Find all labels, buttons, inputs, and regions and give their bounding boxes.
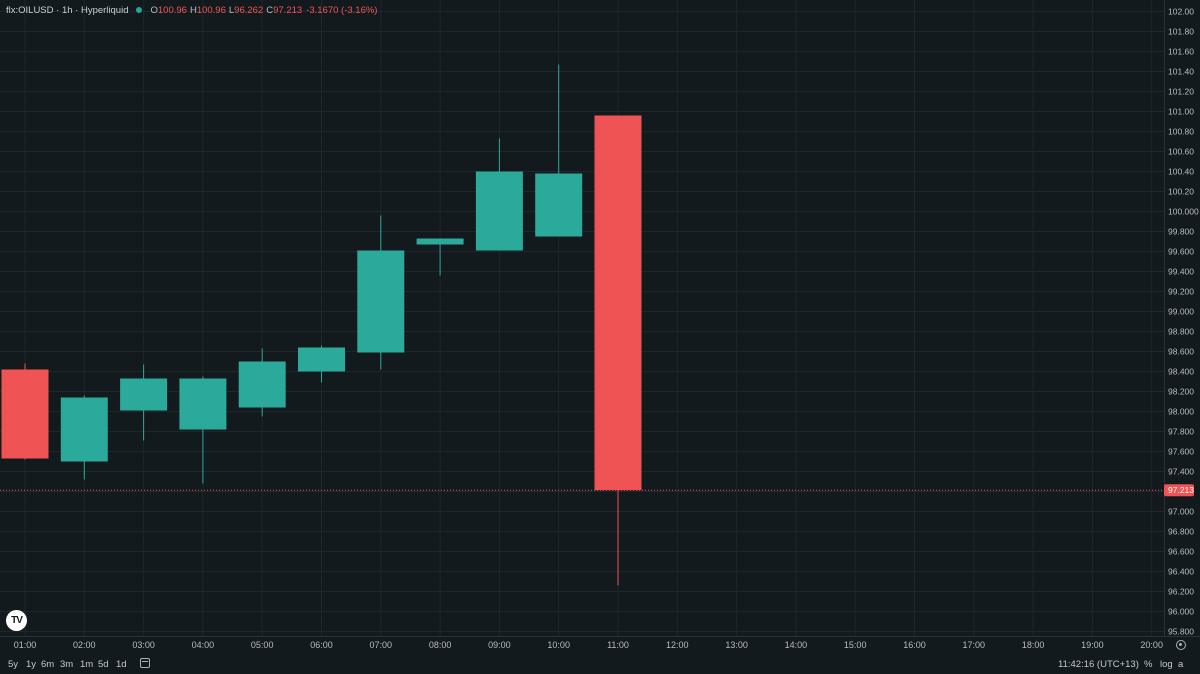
price-tick-label: 97.800 [1168,427,1194,437]
candle-body [357,250,405,353]
price-tick-label: 99.400 [1168,267,1194,277]
bottom-toolbar: 5y 1y 6m 3m 1m 5d 1d 11:42:16 (UTC+13) %… [0,655,1200,674]
chart-settings-icon[interactable] [1176,640,1186,650]
candle-body [416,238,464,245]
price-tick-label: 97.600 [1168,447,1194,457]
candle-body [1,369,49,459]
price-tick-label: 100.80 [1168,127,1194,137]
candle-body [298,347,345,372]
time-tick-label: 17:00 [963,640,986,650]
time-tick-label: 15:00 [844,640,867,650]
time-tick-label: 03:00 [132,640,155,650]
price-tick-label: 99.200 [1168,287,1194,297]
auto-toggle[interactable]: a [1178,659,1184,670]
price-tick-label: 98.600 [1168,347,1194,357]
price-tick-label: 98.000 [1168,407,1194,417]
range-1d-button[interactable]: 1d [116,659,127,670]
time-tick-label: 07:00 [370,640,393,650]
time-tick-label: 19:00 [1081,640,1104,650]
time-tick-label: 10:00 [547,640,570,650]
price-tick-label: 96.800 [1168,527,1194,537]
time-tick-label: 11:00 [607,640,629,650]
time-tick-label: 13:00 [725,640,748,650]
price-tick-label: 99.800 [1168,227,1194,237]
price-tick-label: 97.400 [1168,467,1194,477]
time-tick-label: 06:00 [310,640,333,650]
low-value: 96.262 [234,4,264,16]
candle-body [475,171,523,251]
time-tick-label: 05:00 [251,640,274,650]
price-tick-label: 96.400 [1168,567,1194,577]
calendar-icon[interactable] [140,658,150,668]
high-label: H [189,4,197,16]
time-tick-label: 04:00 [192,640,215,650]
time-tick-label: 02:00 [73,640,96,650]
time-tick-label: 18:00 [1022,640,1045,650]
price-tick-label: 99.000 [1168,307,1194,317]
tradingview-logo[interactable]: TV [6,610,27,631]
last-price-badge [1164,484,1194,497]
high-value: 100.96 [196,4,226,16]
price-tick-label: 101.00 [1168,107,1194,117]
symbol-title[interactable]: flx:OILUSD · 1h · Hyperliquid [6,4,129,16]
price-tick-label: 100.60 [1168,147,1194,157]
range-6m-button[interactable]: 6m [41,659,55,670]
price-tick-label: 98.400 [1168,367,1194,377]
candle-body [60,397,108,462]
low-label: L [228,4,235,16]
range-1y-button[interactable]: 1y [26,659,37,670]
price-tick-label: 96.200 [1168,587,1194,597]
price-tick-label: 98.800 [1168,327,1194,337]
log-toggle[interactable]: log [1160,659,1173,670]
price-tick-label: 102.00 [1168,7,1194,17]
close-label: C [266,4,274,16]
price-tick-label: 96.600 [1168,547,1194,557]
price-tick-label: 97.000 [1168,507,1194,517]
candle-body [594,115,642,491]
open-label: O [150,4,158,16]
price-tick-label: 101.80 [1168,27,1194,37]
range-5y-button[interactable]: 5y [8,659,19,670]
range-5d-button[interactable]: 5d [98,659,109,670]
logo-text: TV [11,615,23,626]
open-value: 100.96 [157,4,187,16]
close-value: 97.213 [273,4,303,16]
time-tick-label: 14:00 [785,640,808,650]
price-tick-label: 101.40 [1168,67,1194,77]
candle-body [535,173,583,237]
candle-body [238,361,286,408]
price-tick-label: 101.20 [1168,87,1194,97]
time-tick-label: 16:00 [903,640,926,650]
price-tick-label: 98.200 [1168,387,1194,397]
range-3m-button[interactable]: 3m [60,659,74,670]
price-tick-label: 95.800 [1168,627,1194,637]
price-tick-label: 100.40 [1168,167,1194,177]
last-price-label: 97.213 [1168,485,1194,495]
range-1m-button[interactable]: 1m [80,659,94,670]
candle-body [120,378,168,411]
time-tick-label: 09:00 [488,640,511,650]
time-tick-label: 08:00 [429,640,452,650]
price-tick-label: 100.000 [1168,207,1199,217]
price-tick-label: 100.20 [1168,187,1194,197]
percent-toggle[interactable]: % [1144,659,1153,670]
market-status-icon [136,7,143,13]
change-value: -3.1670 (-3.16%) [306,4,378,16]
clock-timezone[interactable]: 11:42:16 (UTC+13) [1058,659,1139,670]
time-tick-label: 20:00 [1140,640,1163,650]
candle-body [179,378,227,430]
time-tick-label: 01:00 [14,640,37,650]
price-tick-label: 99.600 [1168,247,1194,257]
time-tick-label: 12:00 [666,640,689,650]
price-tick-label: 96.000 [1168,607,1194,617]
price-tick-label: 101.60 [1168,47,1194,57]
